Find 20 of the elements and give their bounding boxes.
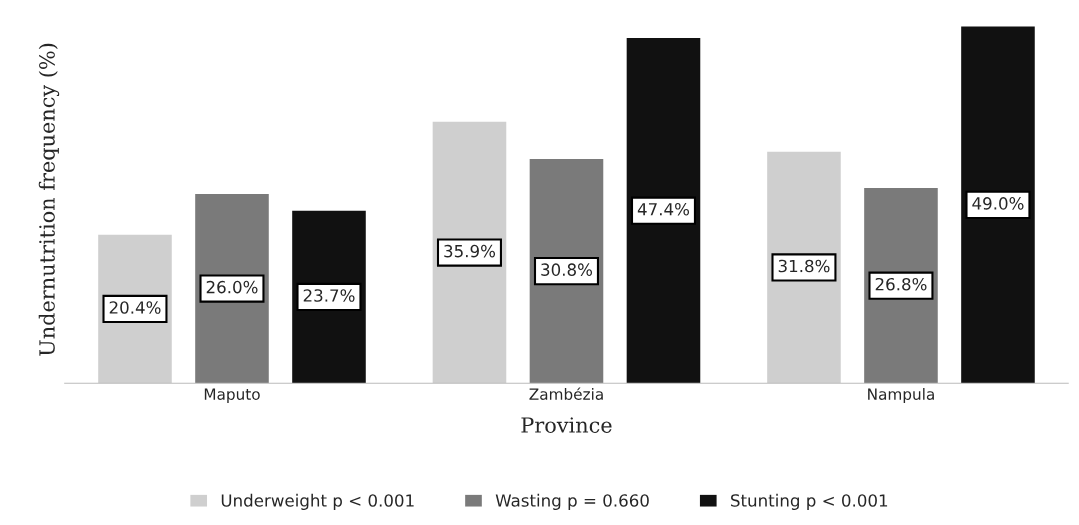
data-label: 31.8%	[778, 259, 830, 273]
data-label: 26.8%	[875, 277, 927, 291]
data-label: 30.8%	[541, 263, 593, 276]
x-axis-title: Province	[521, 417, 612, 433]
bar	[961, 26, 1035, 384]
data-label: 23.7%	[303, 289, 355, 302]
y-axis-title: Undernutrition frequency (%)	[38, 43, 60, 356]
legend-label: Underweight p < 0.001	[221, 493, 414, 510]
x-tick-label: Zambézia	[529, 387, 603, 400]
data-label: 35.9%	[444, 244, 496, 258]
bar	[432, 121, 507, 384]
data-label: 47.4%	[637, 202, 690, 216]
data-label: 26.0%	[206, 280, 258, 294]
legend-label: Stunting p < 0.001	[731, 493, 888, 510]
bar	[626, 38, 701, 384]
data-label: 49.0%	[972, 197, 1024, 210]
x-tick-label: Nampula	[868, 388, 934, 403]
legend-label: Wasting p = 0.660	[495, 493, 649, 510]
x-tick-label: Maputo	[204, 388, 260, 403]
data-label: 20.4%	[109, 301, 161, 314]
